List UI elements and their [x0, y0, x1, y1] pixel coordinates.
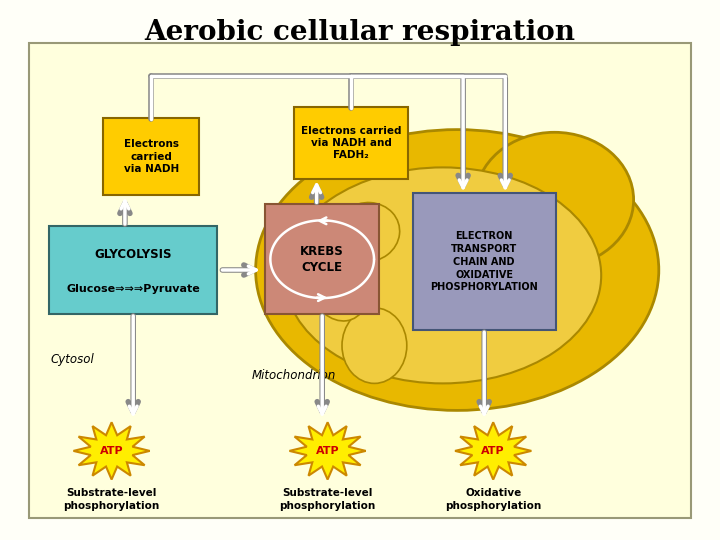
- FancyBboxPatch shape: [265, 204, 379, 314]
- Text: ELECTRON
TRANSPORT
CHAIN AND
OXIDATIVE
PHOSPHORYLATION: ELECTRON TRANSPORT CHAIN AND OXIDATIVE P…: [431, 231, 538, 293]
- Ellipse shape: [335, 202, 400, 262]
- FancyBboxPatch shape: [413, 193, 556, 330]
- FancyBboxPatch shape: [49, 226, 217, 314]
- Ellipse shape: [475, 132, 634, 267]
- Text: Oxidative
phosphorylation: Oxidative phosphorylation: [445, 488, 541, 511]
- Text: Electrons carried
via NADH and
FADH₂: Electrons carried via NADH and FADH₂: [301, 126, 401, 160]
- Text: Glucose⇒⇒⇒Pyruvate: Glucose⇒⇒⇒Pyruvate: [66, 284, 200, 294]
- FancyBboxPatch shape: [294, 107, 408, 179]
- Ellipse shape: [284, 167, 601, 383]
- Text: ATP: ATP: [100, 446, 123, 456]
- FancyBboxPatch shape: [29, 43, 691, 518]
- Polygon shape: [455, 422, 531, 480]
- FancyBboxPatch shape: [103, 118, 199, 195]
- Text: Cytosol: Cytosol: [50, 353, 94, 366]
- Ellipse shape: [256, 130, 659, 410]
- Text: ATP: ATP: [316, 446, 339, 456]
- Text: Substrate-level
phosphorylation: Substrate-level phosphorylation: [63, 488, 160, 511]
- Text: KREBS
CYCLE: KREBS CYCLE: [300, 245, 344, 274]
- Ellipse shape: [342, 308, 407, 383]
- Text: Electrons
carried
via NADH: Electrons carried via NADH: [124, 139, 179, 174]
- Polygon shape: [289, 422, 366, 480]
- Text: Mitochondrion: Mitochondrion: [252, 369, 336, 382]
- Text: GLYCOLYSIS: GLYCOLYSIS: [94, 248, 172, 261]
- Text: ATP: ATP: [482, 446, 505, 456]
- Polygon shape: [73, 422, 150, 480]
- Ellipse shape: [309, 252, 368, 321]
- Text: Substrate-level
phosphorylation: Substrate-level phosphorylation: [279, 488, 376, 511]
- Text: Aerobic cellular respiration: Aerobic cellular respiration: [145, 19, 575, 46]
